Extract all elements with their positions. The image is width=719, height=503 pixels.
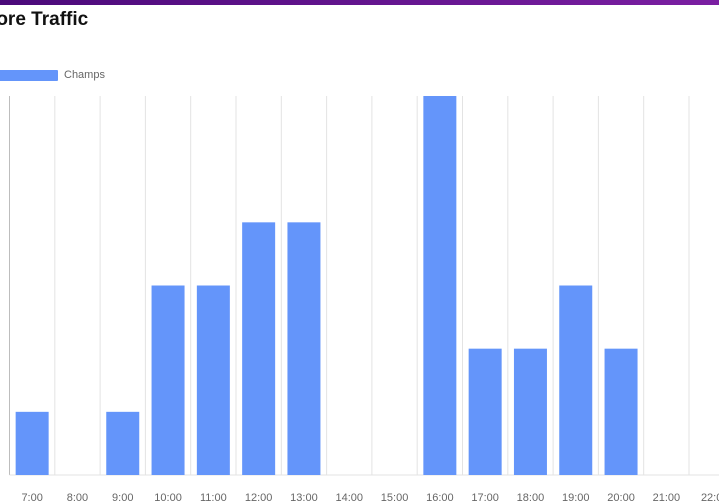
legend-swatch bbox=[0, 69, 58, 81]
bar-17:00[interactable] bbox=[468, 348, 502, 475]
x-axis-labels: 7:00 8:00 9:00 10:00 11:00 12:00 13:00 14:00 15:… bbox=[21, 492, 719, 503]
bar-12:00[interactable] bbox=[242, 222, 276, 475]
x-tick-label: 21:00 bbox=[653, 492, 681, 503]
bar-19:00[interactable] bbox=[559, 285, 593, 476]
bar-10:00[interactable] bbox=[151, 285, 185, 476]
chart-legend[interactable]: Champs bbox=[0, 69, 105, 81]
x-tick-label: 20:00 bbox=[607, 492, 635, 503]
x-tick-label: 15:00 bbox=[381, 492, 409, 503]
x-tick-label: 18:00 bbox=[517, 492, 545, 503]
bar-9:00[interactable] bbox=[106, 411, 140, 475]
x-tick-label: 13:00 bbox=[290, 492, 318, 503]
x-tick-label: 19:00 bbox=[562, 492, 590, 503]
x-tick-label: 16:00 bbox=[426, 492, 454, 503]
bar-18:00[interactable] bbox=[513, 348, 547, 475]
x-tick-label: 8:00 bbox=[67, 492, 88, 503]
x-tick-label: 7:00 bbox=[21, 492, 42, 503]
bar-11:00[interactable] bbox=[196, 285, 230, 476]
x-tick-label: 10:00 bbox=[154, 492, 182, 503]
bar-13:00[interactable] bbox=[287, 222, 321, 475]
bars bbox=[15, 96, 638, 476]
x-tick-label: 17:00 bbox=[471, 492, 499, 503]
bar-7:00[interactable] bbox=[15, 411, 49, 475]
legend-label: Champs bbox=[64, 69, 105, 81]
x-tick-label: 11:00 bbox=[200, 492, 227, 503]
bar-16:00[interactable] bbox=[423, 96, 457, 475]
top-accent-bar bbox=[0, 0, 719, 5]
x-tick-label: 22:0 bbox=[701, 492, 719, 503]
x-tick-label: 14:00 bbox=[335, 492, 363, 503]
chart-title: tore Traffic bbox=[0, 9, 89, 30]
bar-20:00[interactable] bbox=[604, 348, 638, 475]
x-tick-label: 9:00 bbox=[112, 492, 133, 503]
x-tick-label: 12:00 bbox=[245, 492, 273, 503]
